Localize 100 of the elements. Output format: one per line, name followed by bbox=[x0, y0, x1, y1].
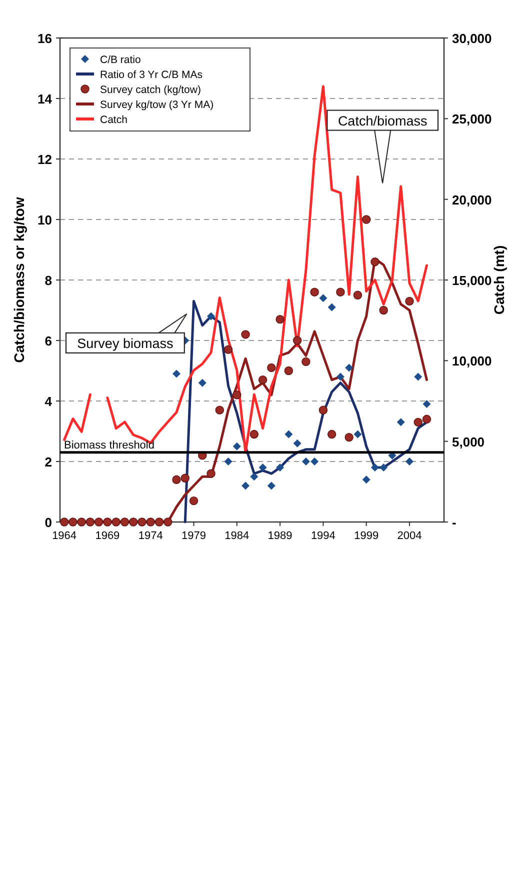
y2-tick-label: 30,000 bbox=[452, 31, 492, 46]
y2-tick-label: 15,000 bbox=[452, 273, 492, 288]
y-tick-label: 4 bbox=[44, 394, 53, 409]
point bbox=[258, 375, 268, 384]
point bbox=[250, 430, 259, 439]
point bbox=[86, 518, 95, 526]
point bbox=[120, 518, 130, 526]
point bbox=[318, 406, 328, 414]
ref-line-label: Biomass threshold bbox=[64, 439, 154, 452]
point bbox=[396, 418, 405, 426]
point bbox=[336, 288, 345, 296]
y-tick-label: 14 bbox=[38, 92, 53, 106]
point bbox=[267, 482, 276, 490]
x-tick-label: 1999 bbox=[354, 530, 379, 542]
point bbox=[302, 458, 310, 466]
legend-label: Catch bbox=[100, 114, 128, 126]
point bbox=[242, 482, 250, 490]
legend-label: Survey kg/tow (3 Yr MA) bbox=[100, 99, 214, 111]
point bbox=[370, 464, 379, 472]
point bbox=[302, 357, 310, 366]
point bbox=[344, 432, 354, 442]
y-tick-label: 6 bbox=[44, 334, 52, 348]
point bbox=[189, 496, 198, 506]
point bbox=[362, 215, 371, 224]
point bbox=[405, 296, 414, 306]
x-tick-label: 1974 bbox=[138, 530, 163, 542]
y-tick-label: 10 bbox=[38, 212, 52, 228]
point bbox=[380, 464, 388, 472]
point bbox=[267, 363, 276, 372]
point bbox=[310, 458, 319, 466]
point bbox=[250, 472, 258, 481]
point bbox=[172, 370, 180, 378]
point bbox=[232, 390, 242, 400]
point bbox=[94, 518, 104, 526]
x-tick-label: 1984 bbox=[224, 530, 250, 542]
point bbox=[293, 439, 302, 448]
y-tick-label: 12 bbox=[38, 152, 52, 167]
y-tick-label: 2 bbox=[44, 454, 52, 470]
y2-tick-label: - bbox=[452, 515, 456, 530]
point bbox=[336, 372, 344, 381]
point bbox=[422, 400, 431, 408]
point bbox=[60, 518, 69, 526]
point bbox=[232, 442, 241, 450]
y2-tick-label: 20,000 bbox=[452, 192, 492, 208]
legend-label: Ratio of 3 Yr C/B MAs bbox=[100, 69, 203, 81]
legend-label: Survey catch (kg/tow) bbox=[100, 84, 201, 96]
y-tick-label: 16 bbox=[38, 31, 52, 46]
point bbox=[258, 464, 267, 472]
point bbox=[215, 406, 224, 414]
point bbox=[370, 258, 380, 266]
point bbox=[77, 518, 86, 526]
point bbox=[207, 312, 216, 320]
point bbox=[414, 418, 422, 427]
legend-label: C/B ratio bbox=[100, 54, 142, 66]
point bbox=[405, 458, 414, 466]
x-tick-label: 1964 bbox=[52, 530, 77, 542]
point bbox=[327, 430, 336, 439]
x-tick-label: 2004 bbox=[397, 530, 422, 542]
point bbox=[146, 518, 155, 526]
y2-tick-label: 5,000 bbox=[452, 434, 485, 450]
point bbox=[129, 518, 138, 526]
point bbox=[241, 330, 250, 339]
x-tick-label: 1994 bbox=[310, 530, 336, 542]
point bbox=[180, 474, 190, 482]
point bbox=[284, 366, 294, 376]
point bbox=[292, 336, 302, 345]
point bbox=[172, 475, 181, 484]
point bbox=[354, 430, 362, 438]
point bbox=[112, 518, 120, 526]
point bbox=[353, 290, 362, 300]
point bbox=[276, 464, 284, 472]
annotation: Catch/biomass bbox=[338, 113, 428, 128]
x-tick-label: 1979 bbox=[182, 530, 206, 542]
point bbox=[206, 469, 216, 478]
point bbox=[319, 294, 328, 302]
point bbox=[310, 288, 319, 296]
point bbox=[379, 306, 388, 315]
x-tick-label: 1969 bbox=[95, 530, 120, 542]
y2-axis-title: Catch (mt) bbox=[491, 245, 507, 315]
point bbox=[422, 414, 432, 424]
point bbox=[224, 345, 233, 354]
y2-tick-label: 25,000 bbox=[452, 112, 492, 127]
point bbox=[138, 518, 146, 526]
point bbox=[103, 518, 112, 526]
y-tick-label: 0 bbox=[44, 515, 52, 530]
point bbox=[345, 364, 354, 372]
point bbox=[328, 303, 336, 312]
point bbox=[164, 518, 172, 526]
y-tick-label: 8 bbox=[44, 273, 52, 288]
point bbox=[414, 372, 422, 381]
y-axis-title: Catch/biomass or kg/tow bbox=[11, 197, 27, 363]
point bbox=[198, 378, 206, 387]
point bbox=[68, 518, 78, 526]
point bbox=[154, 518, 164, 526]
y2-tick-label: 10,000 bbox=[452, 354, 492, 369]
point bbox=[362, 476, 370, 484]
annotation: Survey biomass bbox=[77, 336, 174, 351]
point bbox=[284, 430, 293, 438]
point bbox=[276, 314, 284, 324]
point bbox=[224, 458, 232, 466]
